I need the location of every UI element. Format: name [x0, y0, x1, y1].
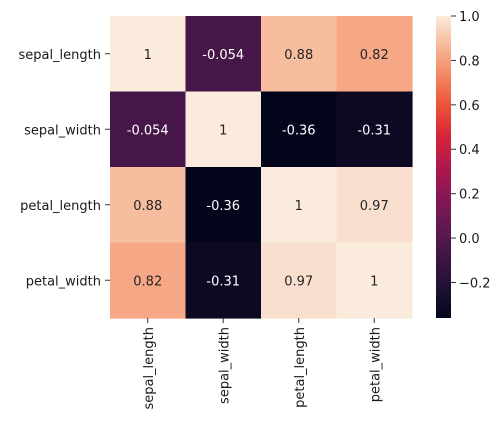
- colorbar-gradient: [436, 16, 451, 318]
- colorbar-tick-label: 0.8: [459, 54, 480, 69]
- heatmap-cell: [185, 16, 262, 93]
- heatmap-annotations: 1 -0.054 0.88 0.82 -0.054 1 -0.36 -0.31 0.88 -0.3…: [127, 48, 391, 290]
- y-tick-label: petal_width: [26, 274, 101, 289]
- cell-value-label: -0.36: [206, 199, 240, 214]
- x-tick-label: sepal_width: [217, 327, 232, 404]
- cell-value-label: -0.36: [282, 123, 316, 138]
- heatmap-cell: [185, 91, 262, 168]
- y-tick-label: petal_length: [20, 199, 101, 214]
- heatmap-cell: [336, 91, 413, 168]
- heatmap-cells: [110, 16, 413, 319]
- x-tick-label: petal_width: [368, 327, 383, 402]
- heatmap-cell: [336, 16, 413, 93]
- colorbar-tick-label: −0.2: [459, 276, 491, 291]
- cell-value-label: 0.97: [284, 274, 313, 289]
- cell-value-label: 0.97: [360, 199, 389, 214]
- heatmap-cell: [261, 242, 338, 319]
- x-tick-label: petal_length: [293, 327, 308, 408]
- cell-value-label: 0.88: [284, 48, 313, 63]
- cell-value-label: 0.82: [133, 274, 162, 289]
- cell-value-label: 1: [219, 123, 227, 138]
- y-axis-ticks: sepal_length sepal_width petal_lengthpetal…: [18, 48, 110, 289]
- colorbar-tick-label: 0.0: [459, 232, 480, 247]
- heatmap-cell: [110, 91, 187, 168]
- colorbar-tick-label: 0.4: [459, 143, 480, 158]
- cell-value-label: -0.31: [357, 123, 391, 138]
- x-axis-ticks: sepal_length sepal_width petal_length petal…: [142, 318, 383, 410]
- cell-value-label: 1: [144, 48, 152, 63]
- heatmap-cell: [185, 242, 262, 319]
- colorbar-tick-label: 1.0: [459, 10, 480, 25]
- heatmap-cell: [110, 16, 187, 93]
- heatmap-cell: [110, 242, 187, 319]
- colorbar-tick-label: 0.2: [459, 188, 480, 203]
- cell-value-label: 1: [370, 274, 378, 289]
- cell-value-label: 0.88: [133, 199, 162, 214]
- colorbar-tick-label: 0.6: [459, 99, 480, 114]
- x-tick-label: sepal_length: [142, 327, 157, 410]
- heatmap-cell: [261, 167, 338, 244]
- heatmap-cell: [185, 167, 262, 244]
- heatmap-cell: [110, 167, 187, 244]
- cell-value-label: -0.054: [202, 48, 244, 63]
- cell-value-label: 0.82: [360, 48, 389, 63]
- colorbar: [436, 16, 451, 318]
- heatmap-cell: [336, 242, 413, 319]
- colorbar-ticks: 1.0 0.8 0.6 0.4 0.2 0.0 −0.2: [451, 10, 491, 291]
- heatmap-cell: [261, 91, 338, 168]
- y-tick-label: sepal_length: [18, 48, 101, 63]
- heatmap-cell: [261, 16, 338, 93]
- y-tick-label: sepal_width: [24, 123, 101, 138]
- heatmap-cell: [336, 167, 413, 244]
- cell-value-label: -0.054: [127, 123, 169, 138]
- cell-value-label: -0.31: [206, 274, 240, 289]
- cell-value-label: 1: [295, 199, 303, 214]
